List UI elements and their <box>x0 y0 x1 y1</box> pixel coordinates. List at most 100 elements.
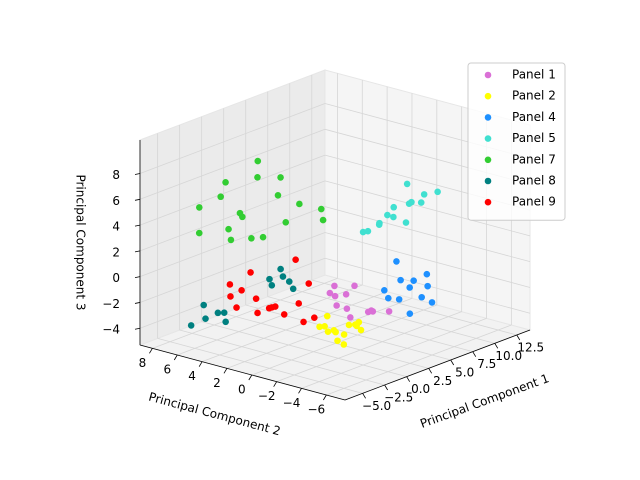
tick-mark <box>134 327 141 330</box>
point <box>326 289 334 297</box>
grid-line <box>139 128 326 200</box>
z-tick-label: 8 <box>112 168 120 182</box>
point <box>300 318 307 326</box>
point <box>417 199 425 206</box>
point <box>333 302 340 309</box>
tick-mark <box>149 348 153 354</box>
tick-mark <box>134 224 141 227</box>
point <box>217 193 224 201</box>
tick-mark <box>198 361 203 367</box>
point <box>390 213 397 221</box>
point <box>226 281 234 288</box>
grid-line <box>226 297 413 369</box>
point <box>406 284 413 291</box>
point <box>334 337 341 345</box>
point <box>227 293 234 300</box>
point <box>340 331 348 338</box>
point <box>428 299 436 306</box>
x-tick-label: −2.5 <box>384 391 413 405</box>
point <box>342 291 350 298</box>
point <box>406 310 414 317</box>
point <box>423 270 431 278</box>
tick-mark <box>406 376 411 382</box>
grid-line <box>157 337 363 394</box>
point <box>359 228 367 236</box>
point <box>254 309 261 317</box>
point <box>384 211 391 219</box>
tick-mark <box>273 381 278 387</box>
tick-mark <box>248 374 253 381</box>
point <box>345 321 353 329</box>
point <box>331 292 339 300</box>
y-tick-label: −6 <box>308 403 326 417</box>
y-tick-label: 4 <box>188 369 196 383</box>
point <box>274 192 282 199</box>
point <box>220 309 228 317</box>
point <box>395 296 403 303</box>
point <box>397 276 404 284</box>
point <box>331 282 338 290</box>
x-tick-label: 12.5 <box>517 341 544 355</box>
legend-label: Panel 1 <box>512 68 556 82</box>
x-tick-label: 0.0 <box>411 382 430 396</box>
z-tick-label: 6 <box>112 194 120 208</box>
point <box>200 301 208 309</box>
point <box>410 277 417 284</box>
point <box>357 326 365 334</box>
legend-marker <box>484 135 492 142</box>
point <box>311 314 318 321</box>
point <box>390 203 398 211</box>
grid-line <box>324 232 531 288</box>
point <box>277 265 284 273</box>
point <box>195 204 203 211</box>
grid-line <box>326 324 512 396</box>
grid-line <box>245 304 451 361</box>
point <box>233 304 240 311</box>
point <box>351 282 358 290</box>
grid-line <box>324 206 531 263</box>
tick-mark <box>516 334 521 341</box>
x-tick-label: 5.0 <box>455 366 474 380</box>
point <box>227 236 235 244</box>
point <box>332 328 339 336</box>
tick-mark <box>173 354 178 361</box>
legend-marker <box>484 156 492 164</box>
tick-mark <box>323 394 327 401</box>
point <box>424 282 431 290</box>
point <box>248 235 255 242</box>
tick-mark <box>134 250 141 253</box>
legend-marker <box>484 177 492 185</box>
z-tick-label: 0 <box>112 271 120 285</box>
point <box>252 295 260 302</box>
point <box>222 318 229 326</box>
point <box>321 323 328 330</box>
z-axis-label: Principal Component 3 <box>74 174 88 310</box>
point <box>405 200 413 207</box>
legend-marker <box>484 198 492 206</box>
point <box>384 294 392 302</box>
grid-line <box>139 232 326 303</box>
point <box>289 285 297 293</box>
grid-line <box>251 304 437 376</box>
point <box>225 225 232 233</box>
grid-line <box>301 317 487 389</box>
point <box>254 157 262 165</box>
point <box>319 216 327 224</box>
y-tick-label: 2 <box>213 376 221 390</box>
point <box>214 309 222 317</box>
point <box>316 323 323 331</box>
legend-marker <box>484 92 492 100</box>
legend-label: Panel 4 <box>512 110 556 124</box>
point <box>375 221 383 228</box>
grid-line <box>324 180 531 237</box>
grid-line <box>276 311 462 383</box>
point <box>317 205 325 213</box>
tick-mark <box>223 368 228 374</box>
point <box>402 219 410 226</box>
tick-mark <box>134 173 141 175</box>
grid-line <box>139 180 326 252</box>
grid-line <box>139 103 326 174</box>
grid-line <box>152 277 338 349</box>
z-tick-label: 4 <box>112 220 120 234</box>
